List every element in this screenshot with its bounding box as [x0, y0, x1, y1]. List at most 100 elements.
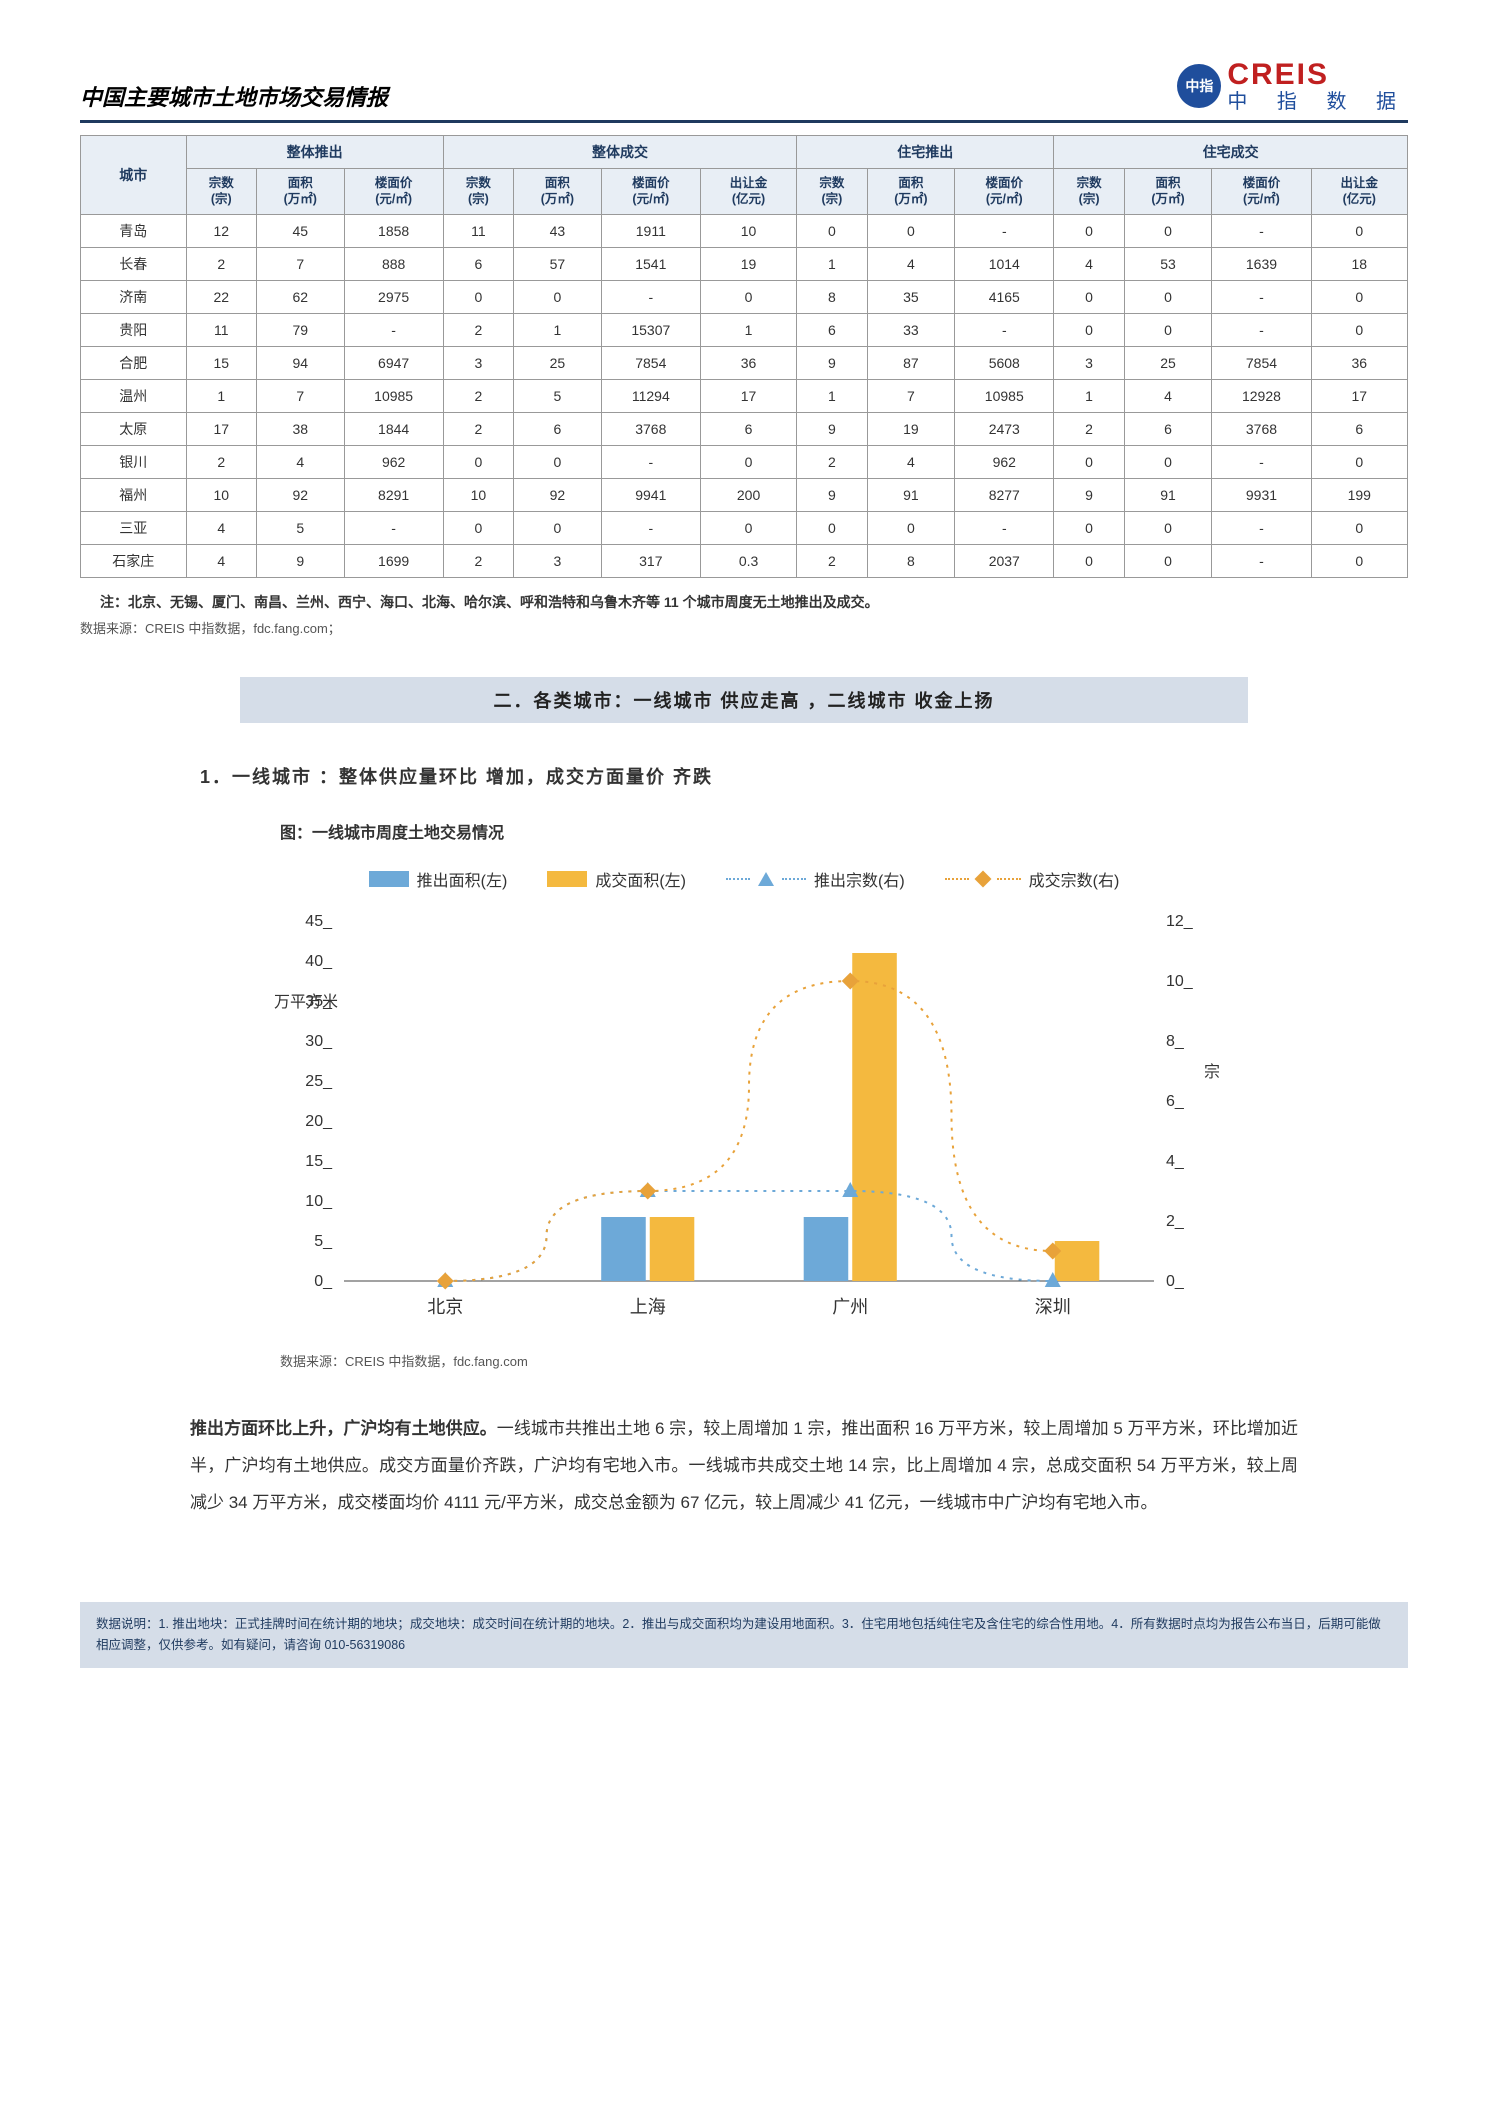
- cell-value: 35: [867, 280, 955, 313]
- cell-value: -: [955, 511, 1054, 544]
- col-header: 面积 (万㎡): [1124, 169, 1212, 215]
- table-row: 福州109282911092994120099182779919931199: [81, 478, 1408, 511]
- page-title: 中国主要城市土地市场交易情报: [80, 80, 388, 112]
- cell-value: 0: [1124, 214, 1212, 247]
- cell-value: 3: [514, 544, 602, 577]
- svg-text:20_: 20_: [305, 1113, 333, 1130]
- cell-value: 1844: [344, 412, 443, 445]
- cell-value: 0: [1054, 445, 1124, 478]
- land-market-table: 城市 整体推出 整体成交 住宅推出 住宅成交 宗数 (宗)面积 (万㎡)楼面价 …: [80, 135, 1408, 578]
- cell-value: 91: [1124, 478, 1212, 511]
- cell-value: 17: [186, 412, 256, 445]
- col-header: 宗数 (宗): [1054, 169, 1124, 215]
- legend-deal-area: 成交面积(左): [547, 867, 686, 891]
- col-header: 面积 (万㎡): [514, 169, 602, 215]
- svg-text:深圳: 深圳: [1035, 1297, 1071, 1317]
- cell-value: 9: [256, 544, 344, 577]
- cell-value: 6: [443, 247, 513, 280]
- cell-value: -: [1212, 280, 1311, 313]
- cell-value: 0: [1054, 214, 1124, 247]
- cell-value: 12928: [1212, 379, 1311, 412]
- svg-text:上海: 上海: [630, 1297, 666, 1317]
- cell-value: 1699: [344, 544, 443, 577]
- cell-value: 2: [443, 379, 513, 412]
- cell-value: 4: [256, 445, 344, 478]
- chart-title: 图：一线城市周度土地交易情况: [280, 819, 1408, 843]
- cell-value: 7854: [1212, 346, 1311, 379]
- svg-text:40_: 40_: [305, 953, 333, 970]
- cell-value: 0: [700, 511, 796, 544]
- cell-value: 8291: [344, 478, 443, 511]
- cell-value: 0: [1124, 544, 1212, 577]
- cell-value: 2: [443, 313, 513, 346]
- cell-value: 0: [443, 445, 513, 478]
- svg-text:0_: 0_: [1166, 1273, 1185, 1290]
- cell-value: 15307: [601, 313, 700, 346]
- logo-badge-icon: 中指: [1177, 64, 1221, 108]
- cell-value: 0: [443, 280, 513, 313]
- cell-value: 10985: [955, 379, 1054, 412]
- cell-value: 317: [601, 544, 700, 577]
- cell-city: 贵阳: [81, 313, 187, 346]
- cell-value: 0: [514, 445, 602, 478]
- cell-value: 888: [344, 247, 443, 280]
- cell-value: 0: [1124, 445, 1212, 478]
- cell-value: 2473: [955, 412, 1054, 445]
- cell-value: 11294: [601, 379, 700, 412]
- col-header: 宗数 (宗): [186, 169, 256, 215]
- cell-value: -: [1212, 214, 1311, 247]
- svg-text:6_: 6_: [1166, 1093, 1185, 1110]
- tier1-chart: 0_5_10_15_20_25_30_35_40_45_0_2_4_6_8_10…: [244, 911, 1244, 1331]
- cell-value: 8: [867, 544, 955, 577]
- cell-value: 4: [867, 445, 955, 478]
- cell-value: 11: [443, 214, 513, 247]
- cell-value: 0: [700, 280, 796, 313]
- cell-value: 1858: [344, 214, 443, 247]
- cell-value: -: [1212, 445, 1311, 478]
- cell-value: 9941: [601, 478, 700, 511]
- col-header: 宗数 (宗): [797, 169, 867, 215]
- cell-value: 199: [1311, 478, 1407, 511]
- cell-value: 200: [700, 478, 796, 511]
- svg-text:北京: 北京: [427, 1297, 463, 1317]
- svg-text:2_: 2_: [1166, 1213, 1185, 1230]
- cell-value: 6: [1311, 412, 1407, 445]
- cell-value: 62: [256, 280, 344, 313]
- table-row: 石家庄491699233170.328203700-0: [81, 544, 1408, 577]
- cell-value: 3: [1054, 346, 1124, 379]
- cell-value: 0: [1311, 214, 1407, 247]
- cell-value: 0: [867, 511, 955, 544]
- svg-text:30_: 30_: [305, 1033, 333, 1050]
- cell-value: 17: [1311, 379, 1407, 412]
- cell-value: 4: [1124, 379, 1212, 412]
- cell-value: 7: [867, 379, 955, 412]
- cell-value: 10: [700, 214, 796, 247]
- cell-city: 福州: [81, 478, 187, 511]
- chart-svg: 0_5_10_15_20_25_30_35_40_45_0_2_4_6_8_10…: [244, 911, 1244, 1331]
- col-header: 楼面价 (元/㎡): [601, 169, 700, 215]
- cell-value: 6947: [344, 346, 443, 379]
- cell-value: 0: [1311, 313, 1407, 346]
- cell-value: 962: [344, 445, 443, 478]
- cell-value: 19: [700, 247, 796, 280]
- group-res-deal: 住宅成交: [1054, 136, 1408, 169]
- svg-text:4_: 4_: [1166, 1153, 1185, 1170]
- chart-legend: 推出面积(左) 成交面积(左) 推出宗数(右) 成交宗数(右): [80, 867, 1408, 891]
- cell-value: 0: [1054, 313, 1124, 346]
- col-city: 城市: [81, 136, 187, 215]
- svg-text:8_: 8_: [1166, 1033, 1185, 1050]
- table-row: 温州17109852511294171710985141292817: [81, 379, 1408, 412]
- cell-value: 9: [797, 478, 867, 511]
- cell-value: 25: [1124, 346, 1212, 379]
- svg-text:0_: 0_: [314, 1273, 333, 1290]
- cell-value: 10: [186, 478, 256, 511]
- cell-value: 18: [1311, 247, 1407, 280]
- cell-value: 2: [797, 445, 867, 478]
- cell-value: -: [344, 511, 443, 544]
- cell-value: 17: [700, 379, 796, 412]
- table-row: 长春27888657154119141014453163918: [81, 247, 1408, 280]
- table-row: 太原17381844263768691924732637686: [81, 412, 1408, 445]
- col-header: 面积 (万㎡): [256, 169, 344, 215]
- cell-value: -: [601, 511, 700, 544]
- cell-value: 5608: [955, 346, 1054, 379]
